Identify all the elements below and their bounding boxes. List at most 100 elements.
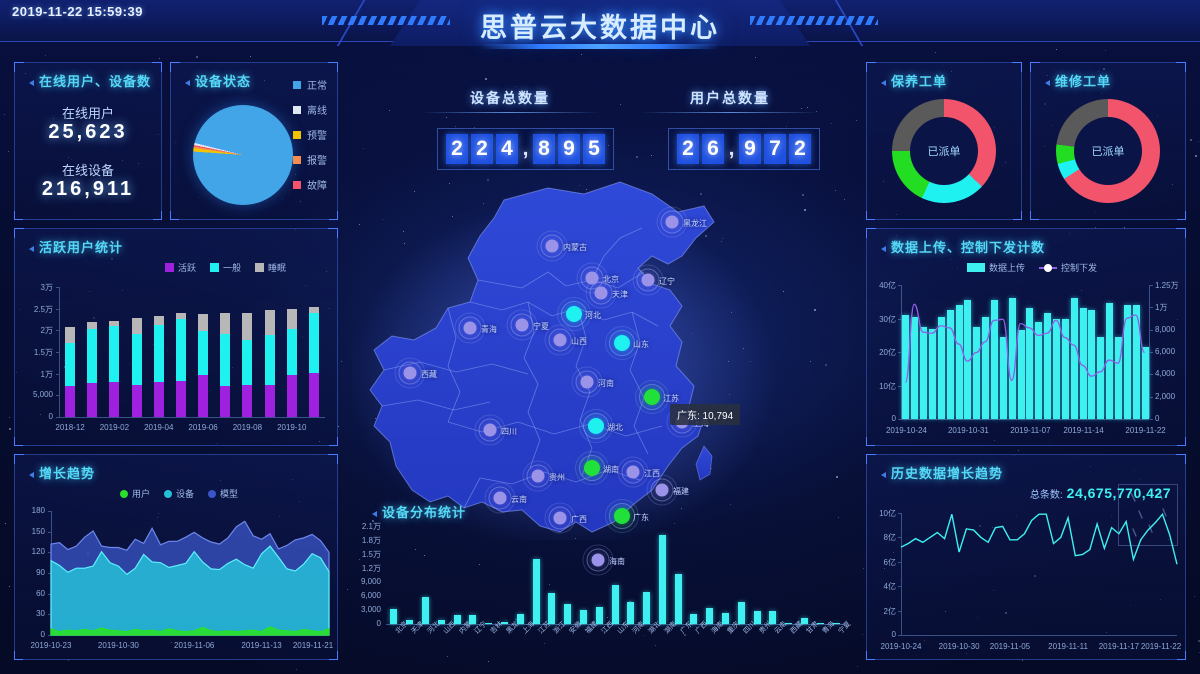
stacked-bar[interactable] — [220, 313, 230, 417]
pie-legend-item-4[interactable]: 故障 — [293, 177, 327, 192]
distribution-bar[interactable] — [627, 602, 634, 624]
distribution-bar[interactable] — [596, 607, 603, 624]
legend-swatch-icon — [293, 131, 301, 139]
stacked-bar[interactable] — [65, 327, 75, 417]
distribution-bar[interactable] — [706, 608, 713, 624]
distribution-bar[interactable] — [785, 623, 792, 624]
panel-title-device-status: 设备状态 — [185, 71, 251, 90]
distribution-bar[interactable] — [454, 615, 461, 624]
y-tick: 1.8万 — [352, 535, 381, 546]
map-point-天津[interactable] — [595, 287, 608, 300]
legend-item-0[interactable]: 活跃 — [165, 261, 196, 274]
map-point-江西[interactable] — [627, 466, 640, 479]
distribution-bar[interactable] — [501, 622, 508, 624]
y-tick: 9,000 — [352, 577, 381, 586]
map-point-河北[interactable] — [566, 306, 582, 322]
marker-icon — [29, 246, 34, 252]
map-point-山东[interactable] — [614, 335, 630, 351]
legend-item-0[interactable]: 用户 — [120, 487, 150, 500]
china-map[interactable]: 内蒙古 辽宁 北京 天津 河北 山东 — [352, 160, 852, 540]
bar-segment — [287, 375, 297, 417]
stacked-bar[interactable] — [87, 322, 97, 417]
legend-label: 数据上传 — [989, 261, 1025, 274]
y-tick: 6,000 — [352, 591, 381, 600]
stacked-bar[interactable] — [198, 314, 208, 417]
distribution-bar[interactable] — [659, 535, 666, 624]
distribution-bar[interactable] — [533, 559, 540, 624]
pie-legend-item-3[interactable]: 报警 — [293, 152, 327, 167]
y-tick: 1.2万 — [352, 563, 381, 574]
distribution-bar[interactable] — [517, 614, 524, 624]
map-point-贵州[interactable] — [532, 470, 545, 483]
pie-legend-item-0[interactable]: 正常 — [293, 77, 327, 92]
pie-legend-item-1[interactable]: 离线 — [293, 102, 327, 117]
legend-item-1[interactable]: 设备 — [164, 487, 194, 500]
map-point-湖南[interactable] — [584, 460, 600, 476]
distribution-bar[interactable] — [612, 585, 619, 624]
legend-item-2[interactable]: 睡眠 — [255, 261, 286, 274]
map-label-黑龙江: 黑龙江 — [683, 218, 707, 229]
distribution-bar[interactable] — [817, 623, 824, 624]
map-point-宁夏[interactable] — [516, 319, 529, 332]
legend-label: 预警 — [307, 127, 327, 142]
distribution-bar[interactable] — [690, 614, 697, 624]
map-point-福建[interactable] — [656, 484, 669, 497]
distribution-bar[interactable] — [438, 620, 445, 624]
device-total-label: 设备总数量 — [420, 88, 600, 108]
distribution-bar[interactable] — [675, 574, 682, 624]
distribution-bar[interactable] — [406, 620, 413, 624]
map-point-青海[interactable] — [464, 322, 477, 335]
distribution-bar[interactable] — [548, 593, 555, 624]
distribution-bar[interactable] — [754, 611, 761, 624]
legend-label: 活跃 — [178, 261, 196, 274]
bar-segment — [154, 316, 164, 325]
distribution-bar[interactable] — [833, 623, 840, 624]
legend-item-2[interactable]: 模型 — [208, 487, 238, 500]
stacked-bar[interactable] — [132, 318, 142, 417]
distribution-bar[interactable] — [769, 611, 776, 624]
map-point-江苏[interactable] — [644, 389, 660, 405]
repair-donut-chart: 已派单 — [1056, 99, 1160, 203]
legend-item-1[interactable]: 一般 — [210, 261, 241, 274]
map-label-山西: 山西 — [571, 336, 587, 347]
marker-icon — [1045, 80, 1050, 86]
map-point-湖北[interactable] — [588, 418, 604, 434]
distribution-bar[interactable] — [390, 609, 397, 624]
distribution-bar[interactable] — [643, 592, 650, 624]
map-point-西藏[interactable] — [404, 367, 417, 380]
map-point-河南[interactable] — [581, 376, 594, 389]
stacked-bar[interactable] — [265, 310, 275, 417]
header-stripes-right-icon — [750, 16, 878, 25]
legend-item-1[interactable]: 控制下发 — [1039, 261, 1097, 274]
legend-marker-icon — [967, 263, 985, 272]
distribution-bar[interactable] — [485, 623, 492, 624]
legend-item-0[interactable]: 数据上传 — [967, 261, 1025, 274]
map-point-辽宁[interactable] — [642, 274, 655, 287]
map-point-四川[interactable] — [484, 424, 497, 437]
distribution-bar[interactable] — [564, 604, 571, 624]
map-point-黑龙江[interactable] — [666, 216, 679, 229]
distribution-bar[interactable] — [722, 613, 729, 624]
stacked-bar[interactable] — [176, 313, 186, 417]
distribution-bar[interactable] — [738, 602, 745, 624]
stacked-bar[interactable] — [109, 321, 119, 417]
panel-device-distribution: 设备分布统计 0 3,000 6,000 9,000 1.2万 1.5万 1.8万 2.1万北… — [352, 498, 852, 666]
province-label: 宁夏 — [836, 619, 853, 636]
distribution-bar[interactable] — [801, 618, 808, 624]
distribution-bar[interactable] — [422, 597, 429, 624]
stacked-bar[interactable] — [154, 316, 164, 417]
bar-segment — [154, 382, 164, 417]
stacked-bar[interactable] — [309, 307, 319, 418]
stacked-bar[interactable] — [287, 309, 297, 417]
map-point-内蒙古[interactable] — [546, 240, 559, 253]
distribution-bar[interactable] — [580, 610, 587, 624]
bar-segment — [198, 331, 208, 376]
bar-segment — [309, 307, 319, 314]
pie-legend-item-2[interactable]: 预警 — [293, 127, 327, 142]
map-label-内蒙古: 内蒙古 — [563, 242, 587, 253]
distribution-bar[interactable] — [469, 615, 476, 624]
map-point-山西[interactable] — [554, 334, 567, 347]
map-label-天津: 天津 — [612, 289, 628, 300]
bar-segment — [309, 313, 319, 372]
stacked-bar[interactable] — [242, 313, 252, 417]
